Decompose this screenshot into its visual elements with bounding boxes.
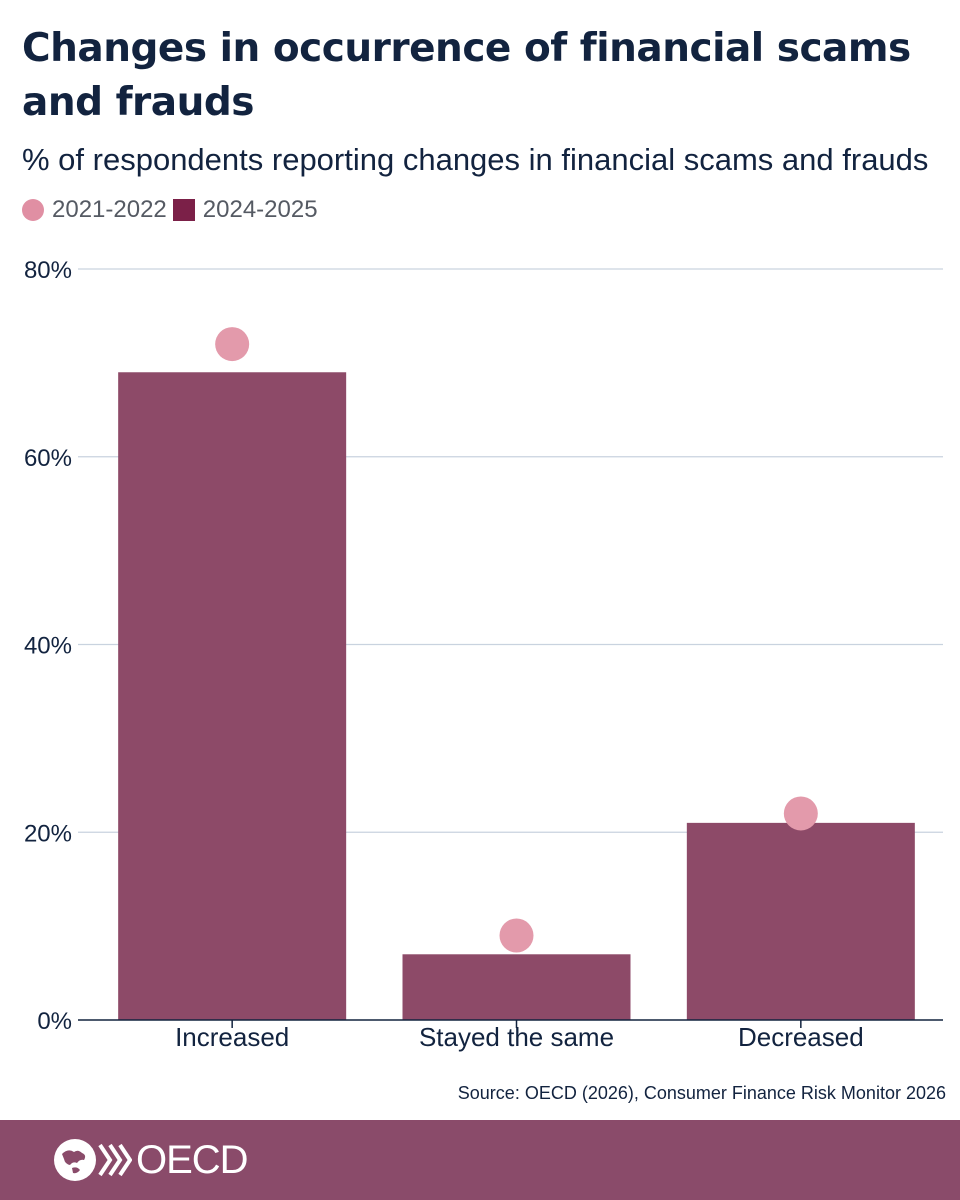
data-point	[499, 918, 534, 953]
y-tick-label: 40%	[24, 633, 72, 660]
y-tick-label: 80%	[24, 257, 72, 284]
data-point	[215, 327, 250, 362]
legend-square-icon	[172, 199, 195, 221]
legend-label: 2021-2022	[52, 196, 167, 223]
bar	[402, 954, 631, 1020]
source-note: Source: OECD (2026), Consumer Finance Ri…	[457, 1083, 946, 1103]
bar	[686, 822, 915, 1020]
chart-title: Changes in occurrence of financial scams…	[22, 26, 911, 125]
bar	[118, 372, 347, 1020]
oecd-logo: OECD	[52, 1137, 249, 1183]
footer-bar: OECD	[0, 1120, 960, 1200]
y-tick-label: 20%	[24, 820, 72, 847]
data-point	[783, 796, 818, 831]
y-tick-label: 60%	[24, 445, 72, 472]
x-tick-label: Decreased	[738, 1022, 864, 1052]
legend-item-2024-2025: 2024-2025	[172, 196, 318, 224]
x-tick-label: Stayed the same	[419, 1022, 614, 1052]
oecd-globe-icon	[54, 1139, 132, 1181]
bar-chart: 0% 20% 40% 60% 80% Increased Stayed the same De…	[24, 257, 943, 1052]
legend-label: 2024-2025	[202, 196, 318, 223]
chart-subtitle: % of respondents reporting changes in fi…	[22, 142, 929, 177]
y-tick-label: 0%	[37, 1008, 72, 1035]
legend: 2021-2022 2024-2025	[22, 196, 324, 224]
x-tick-label: Increased	[175, 1022, 289, 1052]
logo-text: OECD	[136, 1137, 249, 1182]
legend-circle-icon	[22, 199, 44, 221]
legend-item-2021-2022: 2021-2022	[22, 196, 167, 224]
